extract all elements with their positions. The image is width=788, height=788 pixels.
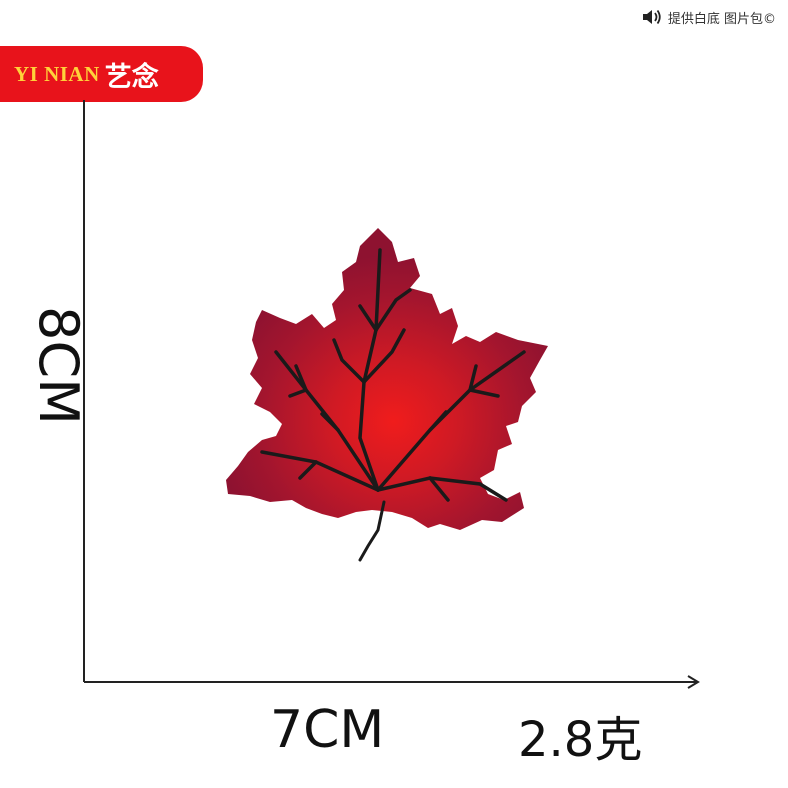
brand-chinese-text: 艺念 [104, 61, 159, 93]
height-text: 8CM [26, 305, 90, 425]
axis-arrow-head [687, 675, 700, 689]
watermark-text: 提供白底 图片包© [667, 11, 776, 27]
width-dimension-label: 7CM [270, 700, 385, 760]
weight-label: 2.8克 [518, 712, 643, 768]
leaf-veins [260, 248, 526, 562]
brand-latin-text: YI NIAN [14, 61, 100, 86]
watermark: 提供白底 图片包© [641, 7, 776, 27]
speaker-icon [642, 9, 661, 25]
leaf-shape [226, 228, 548, 530]
brand-badge: YI NIAN 艺念 [0, 46, 203, 102]
height-dimension-label: 8CM [10, 306, 106, 425]
